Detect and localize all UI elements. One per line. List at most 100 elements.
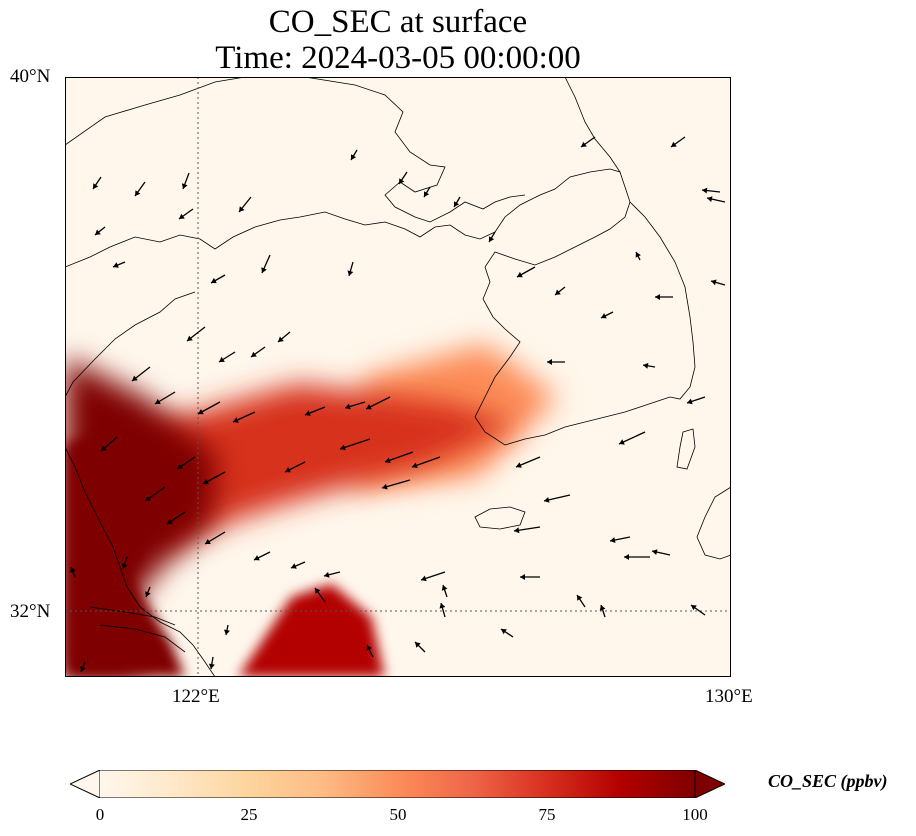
colorbar-tick-25: 25 — [240, 805, 258, 824]
colorbar-extend-max — [694, 770, 725, 798]
wind-arrow — [513, 526, 541, 534]
wind-arrow — [250, 346, 266, 358]
wind-arrow — [323, 571, 341, 578]
wind-arrow — [420, 571, 446, 582]
wind-arrow — [706, 196, 726, 203]
wind-arrow — [344, 401, 366, 410]
wind-arrow — [176, 456, 196, 470]
wind-arrow — [701, 187, 721, 194]
wind-arrow — [411, 456, 441, 469]
wind-arrow — [651, 549, 671, 556]
wind-arrow — [547, 359, 565, 365]
wind-arrow — [381, 479, 411, 490]
coastline-yangtze-estuary — [89, 606, 186, 653]
wind-arrow — [580, 136, 596, 148]
colorbar-tick-50: 50 — [389, 805, 407, 824]
wind-arrow — [441, 584, 448, 598]
lon-label-130e: 130°E — [705, 686, 753, 707]
wind-arrow — [178, 208, 194, 220]
map-panel — [65, 77, 731, 677]
wind-arrow — [238, 196, 252, 213]
wind-arrow — [181, 172, 190, 190]
coastline-north-korea-east — [564, 77, 621, 173]
plume-southern-plume — [238, 583, 385, 677]
colorbar-extend-min — [70, 770, 101, 798]
wind-arrow — [624, 554, 650, 560]
wind-arrow — [284, 461, 306, 473]
wind-arrow — [609, 536, 631, 543]
colorbar — [70, 770, 725, 798]
wind-arrow — [224, 624, 230, 636]
wind-arrow — [134, 181, 146, 197]
wind-arrow — [576, 594, 586, 608]
wind-arrow — [277, 331, 291, 343]
wind-arrow — [339, 438, 371, 451]
concentration-field — [65, 343, 558, 677]
wind-arrow — [690, 604, 706, 616]
wind-arrow — [515, 456, 541, 468]
wind-arrow — [439, 602, 446, 618]
coastline-kyushu — [696, 486, 731, 560]
wind-arrow — [423, 186, 431, 198]
lat-label-32n: 32°N — [10, 601, 51, 622]
wind-arrow — [398, 171, 408, 185]
gridlines — [65, 77, 731, 677]
wind-arrow — [600, 311, 614, 319]
wind-arrow — [350, 149, 358, 161]
wind-arrow — [642, 362, 656, 369]
colorbar-tick-0: 0 — [95, 805, 105, 824]
lon-label-122e: 122°E — [172, 686, 220, 707]
wind-arrow — [197, 401, 221, 415]
wind-arrow — [520, 574, 540, 580]
wind-arrow — [253, 551, 271, 561]
plume-western-edge-source — [65, 423, 185, 677]
wind-arrow — [261, 254, 271, 274]
lat-label-40n: 40°N — [10, 66, 51, 87]
coastline-jiangsu — [65, 446, 216, 677]
colorbar-title: CO_SEC (ppbv) — [768, 771, 888, 791]
wind-arrow — [543, 494, 571, 503]
wind-arrow — [80, 661, 86, 673]
map-canvas — [65, 77, 731, 677]
coastline-liaodong-bohai — [65, 77, 526, 223]
wind-arrow — [218, 351, 236, 363]
wind-arrow — [554, 286, 566, 296]
coastline-tsushima — [676, 428, 696, 470]
wind-arrow — [670, 136, 686, 148]
coastline-shandong-south — [65, 291, 196, 398]
wind-arrow — [145, 586, 151, 598]
wind-arrow — [121, 556, 128, 570]
wind-arrow — [290, 561, 306, 569]
wind-arrow — [208, 656, 215, 670]
colorbar-scale — [100, 770, 695, 798]
coastlines — [65, 77, 731, 677]
wind-arrow — [365, 396, 391, 410]
wind-arrow — [94, 226, 106, 236]
wind-arrow — [232, 411, 256, 423]
map-title: CO_SEC at surface — [268, 4, 528, 40]
wind-arrow — [144, 486, 166, 502]
wind-arrow — [70, 566, 76, 578]
map-border — [65, 77, 731, 677]
coastline-jeju-island — [474, 506, 526, 530]
wind-arrow — [314, 587, 326, 603]
coastline-korea-east — [629, 201, 696, 400]
wind-arrow — [599, 604, 606, 618]
wind-arrow — [202, 471, 226, 485]
wind-arrow — [453, 196, 461, 208]
wind-arrow — [131, 366, 151, 382]
wind-arrow — [516, 266, 536, 278]
map-subtitle-time: Time: 2024-03-05 00:00:00 — [215, 40, 581, 76]
coastline-shandong-north — [65, 211, 496, 268]
wind-arrow — [366, 644, 374, 658]
colorbar-tick-75: 75 — [538, 805, 556, 824]
wind-arrow — [384, 451, 414, 464]
wind-arrow — [710, 279, 726, 286]
wind-arrow — [204, 531, 226, 545]
wind-arrow — [347, 261, 354, 277]
wind-arrow — [635, 251, 641, 261]
wind-arrow — [186, 326, 206, 342]
wind-arrow — [414, 641, 426, 653]
wind-arrow — [686, 396, 706, 405]
wind-arrow — [154, 391, 176, 405]
